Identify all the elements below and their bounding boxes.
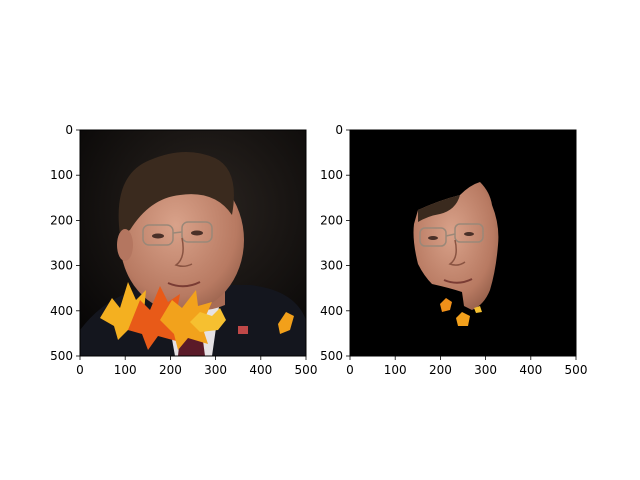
segmentation-xtick-label: 0	[346, 363, 354, 377]
segmentation-ytick-label: 400	[320, 304, 343, 318]
leaf-fragments	[440, 298, 482, 326]
photo-ytick-label: 0	[65, 123, 73, 137]
photo-ytick-label: 500	[50, 349, 73, 363]
photo-xtick-label: 0	[76, 363, 84, 377]
photo-xtick-label: 400	[249, 363, 272, 377]
photo-panel	[80, 130, 306, 356]
photo-xtick-label: 100	[114, 363, 137, 377]
segmentation-ytick-label: 300	[320, 259, 343, 273]
photo-xtick-label: 200	[159, 363, 182, 377]
segmentation-ytick-label: 200	[320, 213, 343, 227]
photo-ytick-label: 200	[50, 213, 73, 227]
photo-xtick-label: 300	[204, 363, 227, 377]
segmentation-axes-frame	[349, 129, 577, 357]
segmentation-ytick-label: 500	[320, 349, 343, 363]
autumn-leaves	[100, 282, 294, 350]
segmentation-panel	[350, 130, 576, 356]
segmentation-xtick-label: 400	[519, 363, 542, 377]
segmentation-xtick-label: 100	[384, 363, 407, 377]
segmentation-xtick-label: 200	[429, 363, 452, 377]
hair	[118, 151, 234, 235]
photo-axes-frame	[79, 129, 307, 357]
segmentation-ytick-label: 0	[335, 123, 343, 137]
photo-ytick-label: 300	[50, 259, 73, 273]
segmentation-ytick-label: 100	[320, 168, 343, 182]
photo-ytick-label: 400	[50, 304, 73, 318]
segmentation-xtick-label: 300	[474, 363, 497, 377]
glasses	[142, 221, 213, 246]
photo-xtick-label: 500	[295, 363, 318, 377]
segmentation-xtick-label: 500	[565, 363, 588, 377]
photo-ytick-label: 100	[50, 168, 73, 182]
